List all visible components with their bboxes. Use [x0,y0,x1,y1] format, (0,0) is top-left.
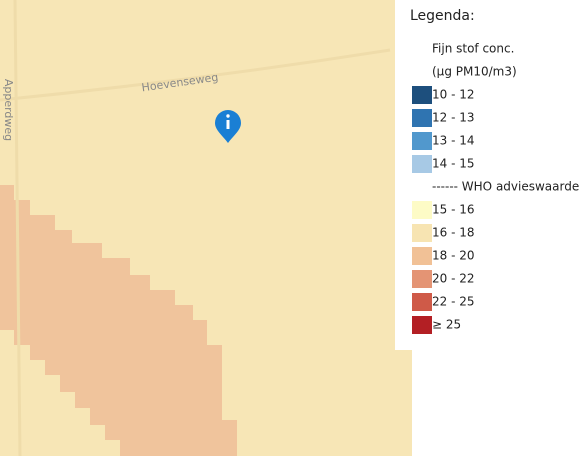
road [13,0,22,457]
legend-label: 13 - 14 [432,134,475,148]
legend-swatch [412,247,432,265]
map[interactable]: Hoevenseweg Apperdweg [0,0,412,457]
legend-title: Legenda: [410,8,475,24]
road [0,48,391,102]
legend-label: 14 - 15 [432,157,475,171]
concentration-zone [0,185,237,456]
legend-swatch [412,109,432,127]
legend-who-label: ------ WHO advieswaarde [432,180,579,194]
legend-label: 10 - 12 [432,88,475,102]
legend-label: 22 - 25 [432,295,475,309]
legend-label: ≥ 25 [432,318,461,332]
legend-label: 20 - 22 [432,272,475,286]
legend-label: 18 - 20 [432,249,475,263]
legend-swatch [412,316,432,334]
legend-label: 16 - 18 [432,226,475,240]
legend-label: 15 - 16 [432,203,475,217]
marker-icon [226,114,230,118]
legend-swatch [412,86,432,104]
legend-swatch [412,155,432,173]
legend-panel [395,0,584,350]
legend-subtitle: Fijn stof conc. [432,42,514,56]
legend-swatch [412,293,432,311]
legend: Legenda: Fijn stof conc. (µg PM10/m3) 10… [410,8,579,334]
legend-swatch [412,270,432,288]
marker-icon [226,120,230,129]
legend-swatch [412,224,432,242]
legend-label: 12 - 13 [432,111,475,125]
legend-swatch [412,201,432,219]
legend-swatch [412,132,432,150]
info-marker[interactable] [215,110,241,143]
street-label: Apperdweg [2,79,15,141]
legend-unit: (µg PM10/m3) [432,65,517,79]
